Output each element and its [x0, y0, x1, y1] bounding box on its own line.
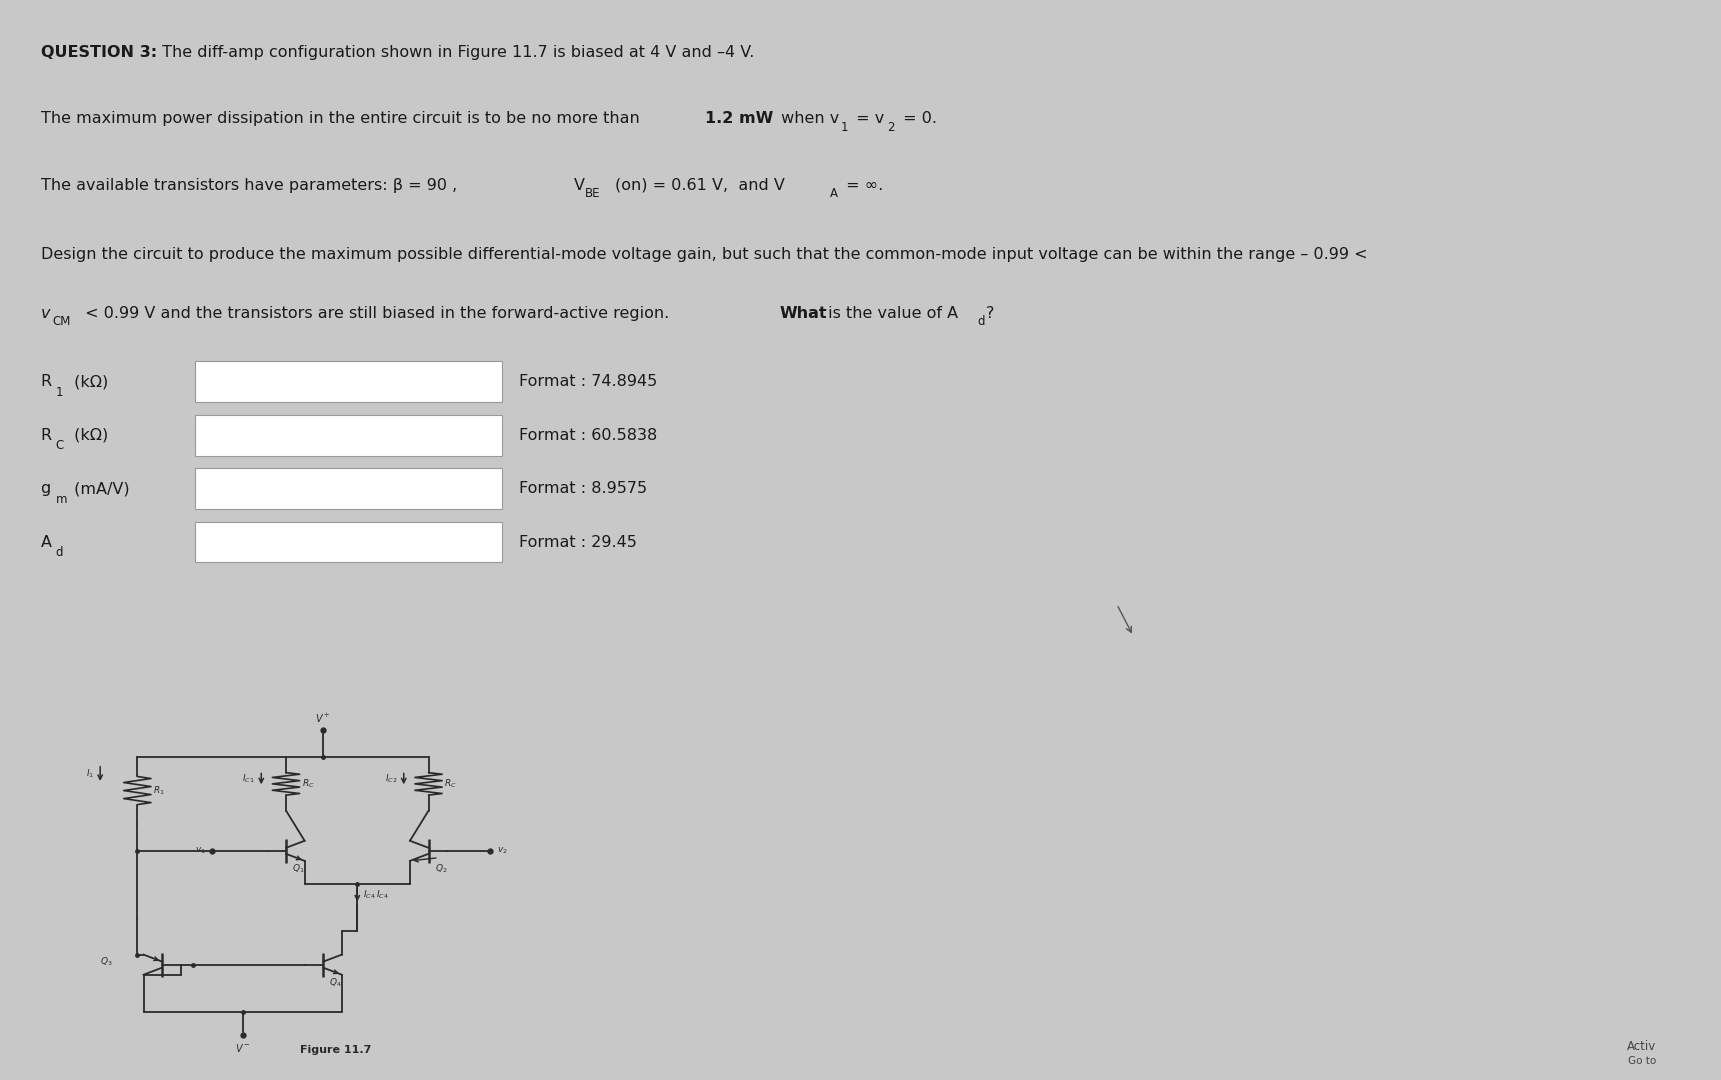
- Text: d: d: [978, 315, 984, 328]
- Text: when v: when v: [776, 111, 840, 126]
- Text: QUESTION 3:: QUESTION 3:: [41, 45, 157, 60]
- Text: (kΩ): (kΩ): [69, 428, 108, 443]
- Text: $I_{C4}$: $I_{C4}$: [363, 888, 377, 901]
- Text: (kΩ): (kΩ): [69, 375, 108, 389]
- Text: 2: 2: [888, 121, 895, 134]
- Bar: [194, 522, 503, 563]
- Text: $Q_4$: $Q_4$: [329, 976, 342, 989]
- Text: $v_1$: $v_1$: [194, 846, 205, 856]
- Bar: [194, 469, 503, 509]
- Text: 1.2 mW: 1.2 mW: [706, 111, 773, 126]
- Text: BE: BE: [585, 187, 601, 200]
- Text: Go to: Go to: [1628, 1056, 1657, 1066]
- Text: m: m: [55, 492, 67, 505]
- Text: $R_C$: $R_C$: [301, 778, 315, 791]
- Text: Format : 74.8945: Format : 74.8945: [520, 375, 657, 389]
- Text: Activ: Activ: [1628, 1040, 1657, 1053]
- Text: < 0.99 V and the transistors are still biased in the forward-active region.: < 0.99 V and the transistors are still b…: [81, 306, 675, 321]
- Text: (on) = 0.61 V,  and V: (on) = 0.61 V, and V: [614, 177, 785, 192]
- Text: 1: 1: [55, 386, 64, 399]
- Text: Design the circuit to produce the maximum possible differential-mode voltage gai: Design the circuit to produce the maximu…: [41, 247, 1366, 262]
- Bar: [194, 362, 503, 402]
- Text: = v: = v: [850, 111, 885, 126]
- Text: $R_C$: $R_C$: [444, 778, 456, 791]
- Text: The maximum power dissipation in the entire circuit is to be no more than: The maximum power dissipation in the ent…: [41, 111, 644, 126]
- Text: Figure 11.7: Figure 11.7: [299, 1045, 372, 1055]
- Text: The available transistors have parameters: β = 90 ,: The available transistors have parameter…: [41, 177, 461, 192]
- Text: $I_{C4}$: $I_{C4}$: [375, 889, 389, 902]
- Text: v: v: [41, 306, 50, 321]
- Text: V: V: [573, 177, 585, 192]
- Text: = ∞.: = ∞.: [842, 177, 883, 192]
- Text: $V^+$: $V^+$: [315, 712, 330, 726]
- Text: $Q_3$: $Q_3$: [100, 955, 114, 968]
- Text: The diff-amp configuration shown in Figure 11.7 is biased at 4 V and –4 V.: The diff-amp configuration shown in Figu…: [157, 45, 754, 60]
- Text: $V^-$: $V^-$: [234, 1041, 251, 1054]
- Bar: [194, 415, 503, 456]
- Text: A: A: [41, 535, 52, 550]
- Text: CM: CM: [52, 315, 71, 328]
- Text: Format : 29.45: Format : 29.45: [520, 535, 637, 550]
- Text: $I_1$: $I_1$: [86, 768, 95, 780]
- Text: A: A: [830, 187, 838, 200]
- Text: 1: 1: [842, 121, 848, 134]
- Text: $Q_2$: $Q_2$: [435, 863, 447, 875]
- Text: = 0.: = 0.: [898, 111, 936, 126]
- Text: R: R: [41, 428, 52, 443]
- Text: g: g: [41, 482, 52, 496]
- Text: $v_2$: $v_2$: [497, 846, 508, 856]
- Text: is the value of A: is the value of A: [823, 306, 959, 321]
- Text: $I_{C1}$: $I_{C1}$: [243, 772, 255, 785]
- Text: Format : 60.5838: Format : 60.5838: [520, 428, 657, 443]
- Text: R: R: [41, 375, 52, 389]
- Text: ?: ?: [986, 306, 995, 321]
- Text: $I_{C2}$: $I_{C2}$: [386, 772, 398, 785]
- Text: What: What: [780, 306, 828, 321]
- Text: (mA/V): (mA/V): [69, 482, 129, 496]
- Text: d: d: [55, 546, 64, 559]
- Text: $R_1$: $R_1$: [153, 784, 165, 797]
- Text: Format : 8.9575: Format : 8.9575: [520, 482, 647, 496]
- Text: $Q_1$: $Q_1$: [293, 863, 305, 875]
- Text: C: C: [55, 440, 64, 453]
